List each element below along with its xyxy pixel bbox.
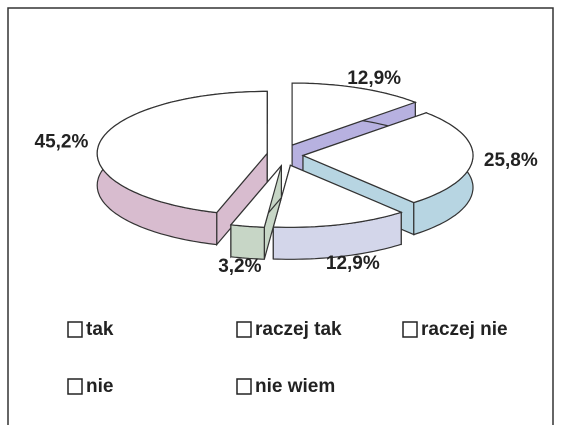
legend-swatch [236,378,252,395]
pie-slice [272,164,403,260]
slice-top [301,112,474,204]
data-label: 12,9% [347,68,401,89]
slice-top [96,90,268,214]
data-label: 3,2% [218,256,261,277]
legend-label: nie [86,376,113,397]
pie-slice [96,90,268,247]
data-label: 25,8% [484,150,538,171]
legend-label: nie wiem [255,376,335,397]
legend-label: tak [86,319,114,340]
legend-swatch [402,321,418,338]
data-label: 45,2% [35,132,89,153]
legend-swatch [67,321,83,338]
slice-top [291,82,418,146]
slice-top [272,164,403,228]
data-label: 12,9% [326,253,380,274]
legend-swatch [67,378,83,395]
legend-label: raczej tak [255,319,342,340]
legend-swatch [236,321,252,338]
slice-outer-wall [230,224,265,260]
legend-label: raczej nie [421,319,508,340]
slice-top [229,165,282,228]
pie-slice [229,163,282,260]
